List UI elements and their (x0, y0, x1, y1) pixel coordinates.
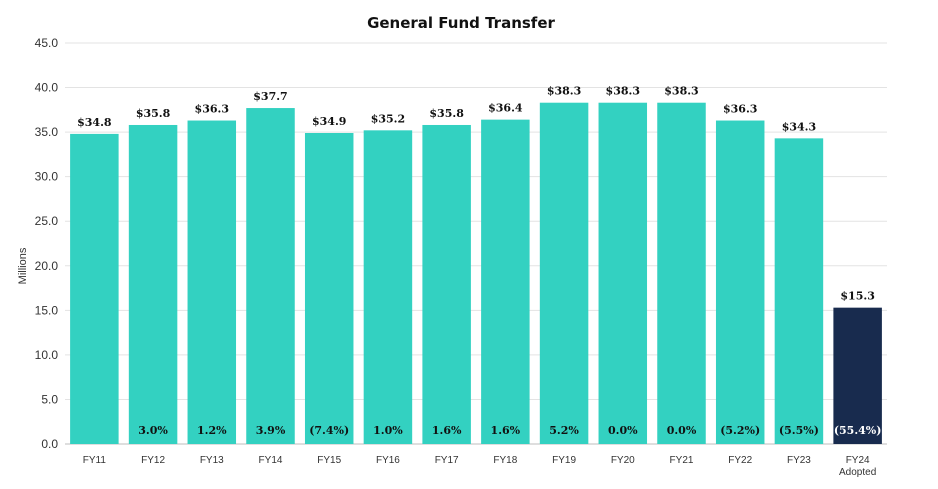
x-tick-label: FY17 (435, 455, 459, 466)
bar-value-label: $36.3 (723, 103, 757, 116)
x-tick-label: FY23 (787, 455, 811, 466)
y-axis-ticks: 0.0 5.0 10.0 15.0 20.0 25.0 30.0 35.0 40.0 45.0 (35, 36, 59, 451)
bar (481, 119, 530, 444)
percent-change-label: (7.4%) (309, 424, 349, 437)
x-tick-label: FY24 (846, 455, 870, 466)
y-tick-label: 5.0 (41, 392, 58, 406)
bar (363, 130, 413, 444)
value-labels: $34.8 $35.8 $36.3 $37.7 $34.9 $35.2 $35.8 $36.4… (77, 85, 875, 303)
x-tick-label: FY16 (376, 455, 400, 466)
bar-value-label: $35.8 (429, 107, 464, 120)
bar (715, 120, 765, 444)
percent-change-label: 0.0% (608, 424, 638, 437)
percent-change-labels: 3.0% 1.2% 3.9% (7.4%) 1.0% 1.6% 1.6% 5.2% 0.0% 0.… (138, 424, 881, 437)
percent-change-label: 5.2% (549, 424, 579, 437)
y-tick-label: 15.0 (35, 303, 59, 317)
bars (70, 102, 882, 445)
x-tick-label: FY15 (317, 455, 341, 466)
percent-change-label: 1.2% (197, 424, 227, 437)
x-tick-label: FY14 (259, 455, 283, 466)
y-tick-label: 30.0 (35, 170, 59, 184)
bar-value-label: $36.3 (195, 103, 229, 116)
percent-change-label: (55.4%) (834, 424, 882, 437)
y-tick-label: 10.0 (35, 348, 59, 362)
bar (187, 120, 237, 444)
y-axis-label: Millions (17, 247, 29, 284)
bar (774, 138, 824, 445)
x-tick-label: FY21 (670, 455, 694, 466)
bar (657, 102, 706, 445)
y-tick-label: 40.0 (35, 81, 59, 95)
x-tick-label: FY11 (83, 455, 107, 466)
y-tick-label: 25.0 (35, 214, 59, 228)
bar (128, 124, 178, 444)
bar-value-label: $35.2 (371, 112, 405, 125)
x-tick-label: FY13 (200, 455, 224, 466)
bar-value-label: $38.3 (664, 85, 698, 98)
x-tick-label: FY12 (141, 455, 165, 466)
bar (539, 102, 589, 445)
percent-change-label: 1.6% (491, 424, 521, 437)
x-tick-label: FY18 (493, 455, 517, 466)
bar-value-label: $38.3 (547, 85, 581, 98)
percent-change-label: (5.5%) (779, 424, 819, 437)
bar (598, 102, 648, 445)
bar (422, 124, 471, 444)
x-tick-label: FY20 (611, 455, 635, 466)
bar (246, 108, 295, 444)
percent-change-label: 0.0% (667, 424, 697, 437)
percent-change-label: 3.9% (256, 424, 286, 437)
y-tick-label: 20.0 (35, 259, 59, 273)
bar-value-label: $15.3 (840, 290, 874, 303)
bar-value-label: $37.7 (253, 90, 287, 103)
bar-value-label: $35.8 (136, 107, 171, 120)
x-axis-ticks: FY11 FY12 FY13 FY14 FY15 FY16 FY17 FY18 FY19 FY20… (83, 455, 877, 478)
percent-change-label: 1.6% (432, 424, 462, 437)
y-tick-label: 35.0 (35, 125, 59, 139)
x-tick-label: Adopted (839, 467, 876, 478)
bar-value-label: $34.8 (77, 116, 112, 129)
bar-value-label: $38.3 (606, 85, 640, 98)
x-tick-label: FY19 (552, 455, 576, 466)
y-tick-label: 45.0 (35, 36, 59, 50)
percent-change-label: 1.0% (373, 424, 403, 437)
bar (304, 133, 354, 444)
y-tick-label: 0.0 (41, 437, 58, 451)
percent-change-label: 3.0% (138, 424, 168, 437)
bar-value-label: $34.9 (312, 115, 346, 128)
bar-value-label: $36.4 (488, 102, 523, 115)
bar (70, 133, 119, 445)
percent-change-label: (5.2%) (720, 424, 760, 437)
x-tick-label: FY22 (728, 455, 752, 466)
chart-title: General Fund Transfer (367, 14, 555, 32)
bar (833, 307, 882, 444)
bar-value-label: $34.3 (782, 120, 816, 133)
